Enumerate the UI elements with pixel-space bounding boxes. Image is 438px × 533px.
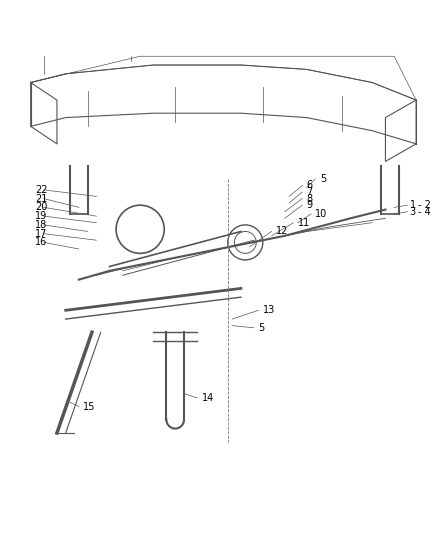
Text: 9: 9 (307, 200, 313, 210)
Text: 7: 7 (307, 187, 313, 197)
Text: 1: 1 (410, 200, 416, 210)
Text: 3: 3 (410, 207, 416, 217)
Text: 6: 6 (307, 181, 313, 190)
Text: 16: 16 (35, 237, 47, 247)
Text: 22: 22 (35, 185, 48, 195)
Text: 18: 18 (35, 220, 47, 230)
Text: 17: 17 (35, 229, 47, 239)
Text: - 2: - 2 (418, 200, 431, 210)
Text: 13: 13 (263, 305, 275, 316)
Text: 21: 21 (35, 193, 47, 204)
Text: 10: 10 (315, 209, 328, 219)
Text: 15: 15 (83, 402, 95, 411)
Text: 12: 12 (276, 227, 288, 237)
Text: - 4: - 4 (418, 207, 431, 217)
Text: 11: 11 (298, 217, 310, 228)
Text: 5: 5 (258, 323, 265, 333)
Text: 20: 20 (35, 203, 47, 212)
Text: 19: 19 (35, 211, 47, 221)
Text: 14: 14 (201, 393, 214, 403)
Text: 8: 8 (307, 193, 313, 204)
Text: 5: 5 (320, 174, 326, 184)
